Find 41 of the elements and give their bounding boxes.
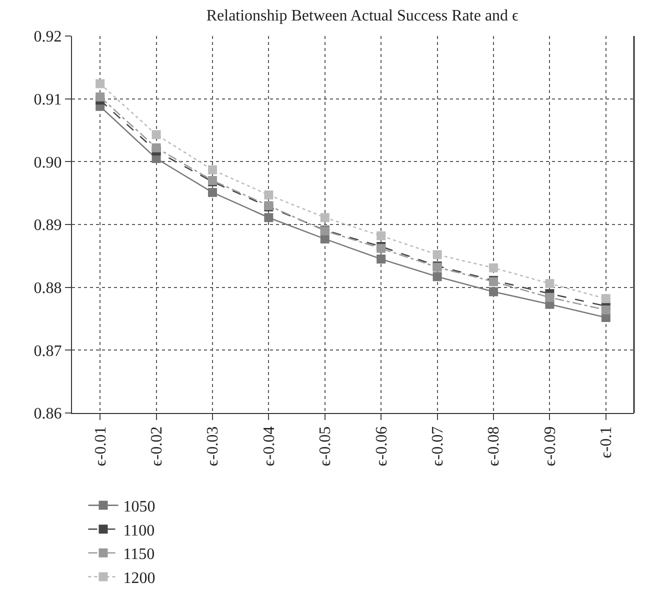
point bbox=[376, 254, 386, 264]
chart-title: Relationship Between Actual Success Rate and ϵ bbox=[206, 7, 520, 24]
point bbox=[264, 190, 274, 200]
point bbox=[545, 279, 554, 288]
point bbox=[96, 79, 105, 88]
x-tick-label: ϵ-0.02 bbox=[148, 426, 166, 466]
x-tick-label: ϵ-0.05 bbox=[317, 426, 334, 466]
legend-label: 1050 bbox=[123, 498, 156, 516]
point bbox=[264, 213, 274, 222]
y-tick-label: 0.87 bbox=[34, 342, 62, 360]
legend-label: 1150 bbox=[123, 546, 155, 564]
point bbox=[601, 305, 610, 314]
x-tick-label: ϵ-0.04 bbox=[260, 426, 278, 466]
y-tick-label: 0.89 bbox=[34, 217, 62, 234]
point bbox=[376, 231, 386, 240]
y-tick-label: 0.90 bbox=[34, 154, 62, 172]
x-tick-label: ϵ-0.1 bbox=[598, 426, 616, 458]
point bbox=[208, 165, 217, 174]
point bbox=[96, 92, 105, 102]
y-tick-label: 0.86 bbox=[34, 406, 62, 423]
x-tick-label: ϵ-0.03 bbox=[204, 426, 222, 466]
point bbox=[601, 294, 610, 304]
point bbox=[545, 292, 554, 302]
legend-label: 1200 bbox=[123, 570, 156, 587]
point bbox=[489, 263, 498, 272]
point bbox=[152, 143, 161, 152]
x-tick-label: ϵ-0.08 bbox=[486, 426, 503, 466]
point bbox=[432, 250, 442, 260]
x-tick-label: ϵ-0.06 bbox=[373, 426, 390, 466]
y-tick-label: 0.91 bbox=[34, 91, 62, 108]
y-tick-label: 0.92 bbox=[34, 28, 62, 46]
point bbox=[152, 130, 161, 140]
point bbox=[489, 287, 498, 296]
point bbox=[320, 213, 330, 222]
y-tick-label: 0.88 bbox=[34, 280, 62, 297]
x-tick-label: ϵ-0.07 bbox=[430, 426, 446, 466]
point bbox=[208, 188, 217, 197]
x-tick-label: ϵ-0.01 bbox=[92, 426, 110, 466]
point bbox=[432, 272, 442, 282]
x-tick-label: ϵ-0.09 bbox=[542, 426, 559, 466]
legend-label: 1100 bbox=[123, 522, 155, 540]
